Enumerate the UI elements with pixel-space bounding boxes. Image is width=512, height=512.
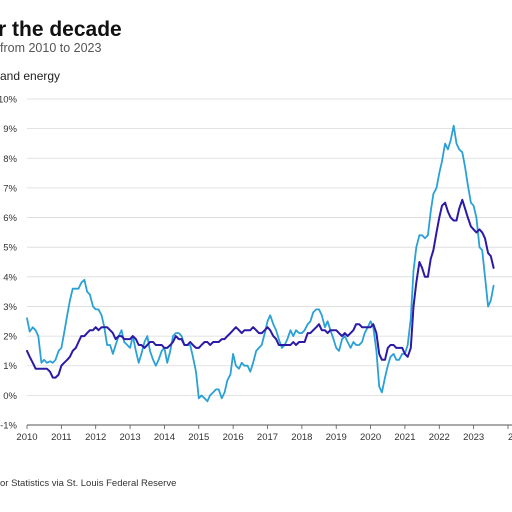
y-tick-label: 10%: [0, 95, 18, 106]
y-tick-label: 4%: [3, 272, 17, 283]
y-tick-label: 1%: [3, 361, 17, 372]
x-tick-label: 2022: [429, 432, 450, 443]
x-tick-label: 2016: [223, 432, 244, 443]
series-line-core: [26, 198, 495, 379]
y-tick-label: 2%: [3, 332, 17, 343]
y-tick-label: 3%: [3, 302, 17, 313]
x-tick-label: 20: [508, 432, 512, 443]
chart-subtitle: from 2010 to 2023: [0, 41, 102, 55]
y-tick-label: -1%: [0, 421, 17, 432]
x-tick-label: 2020: [360, 432, 381, 443]
x-tick-label: 2017: [257, 432, 278, 443]
y-tick-label: 6%: [3, 213, 17, 224]
x-tick-label: 2012: [85, 432, 106, 443]
y-tick-label: 8%: [3, 154, 17, 165]
gridlines: [27, 98, 512, 426]
x-tick-label: 2019: [326, 432, 347, 443]
x-tick-label: 2014: [154, 432, 175, 443]
series-lines: [26, 124, 495, 403]
series-line-headline: [26, 124, 495, 403]
y-tick-label: 5%: [3, 243, 17, 254]
x-tick-label: 2018: [291, 432, 312, 443]
y-tick-label: 9%: [3, 124, 17, 135]
x-tick-label: 2013: [120, 432, 141, 443]
y-tick-label: 0%: [3, 391, 17, 402]
x-tick-label: 2023: [463, 432, 484, 443]
x-axis-ticks: 2010 2011 2012 2013 2014 2015 2016 2017 2018 2019…: [16, 425, 512, 443]
x-tick-label: 2011: [51, 432, 71, 443]
y-axis-ticks: -1% 0% 1% 2% 3% 4% 5% 6% 7% 8% 9% 10%: [0, 95, 18, 432]
y-tick-label: 7%: [3, 183, 17, 194]
series-label: and energy: [0, 69, 61, 83]
source-note: or Statistics via St. Louis Federal Rese…: [0, 478, 177, 489]
x-tick-label: 2010: [16, 432, 37, 443]
x-tick-label: 2015: [188, 432, 209, 443]
x-tick-label: 2021: [394, 432, 415, 443]
chart-title: r the decade: [0, 18, 122, 41]
